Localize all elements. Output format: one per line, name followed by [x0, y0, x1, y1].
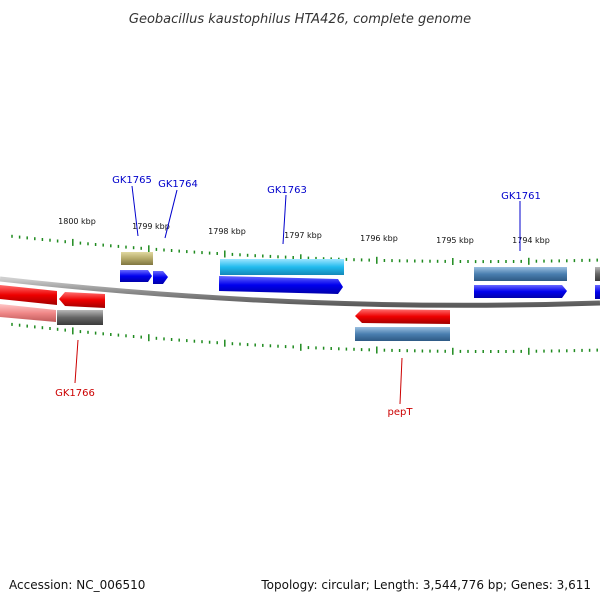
cds-forward-gk1761[interactable]	[474, 285, 567, 298]
label-leaders	[74, 185, 521, 405]
tick-label-1795-kbp: 1795 kbp	[436, 236, 474, 245]
lower-tick-row	[11, 322, 598, 355]
leader-gk1763	[282, 194, 287, 245]
cds-forward-gk1763[interactable]	[219, 276, 343, 294]
leader-gk1764	[164, 189, 178, 239]
tick-label-1799-kbp: 1799 kbp	[132, 222, 170, 231]
genome-backbone	[0, 276, 600, 308]
genome-summary-text: Topology: circular; Length: 3,544,776 bp…	[261, 578, 591, 592]
tick-label-1797-kbp: 1797 kbp	[284, 231, 322, 240]
cds-reverse-left[interactable]	[0, 285, 57, 305]
leader-pept	[399, 357, 403, 405]
gene-label-gk1764[interactable]: GK1764	[158, 179, 198, 190]
tick-label-1798-kbp: 1798 kbp	[208, 227, 246, 236]
map-title: Geobacillus kaustophilus HTA426, complet…	[129, 12, 471, 27]
leader-gk1766	[74, 339, 79, 384]
feature-gray[interactable]	[57, 310, 103, 325]
feature-olive[interactable]	[121, 252, 153, 265]
feature-steelblue-lower[interactable]	[355, 327, 450, 341]
cds-forward-gk1764[interactable]	[153, 271, 168, 284]
cds-reverse-pept[interactable]	[355, 309, 450, 324]
gene-label-gk1763[interactable]: GK1763	[267, 185, 307, 196]
cds-forward-edge[interactable]	[595, 285, 600, 299]
scale-labels: 1800 kbp 1799 kbp 1798 kbp 1797 kbp 1796…	[58, 217, 550, 245]
gene-label-gk1761[interactable]: GK1761	[501, 191, 541, 202]
cds-reverse-gk1766[interactable]	[59, 292, 105, 308]
gene-label-gk1765[interactable]: GK1765	[112, 175, 152, 186]
feature-steelblue-right[interactable]	[474, 267, 567, 281]
tick-label-1800-kbp: 1800 kbp	[58, 217, 96, 226]
upper-tick-row	[11, 234, 598, 265]
tick-label-1796-kbp: 1796 kbp	[360, 234, 398, 243]
accession-text: Accession: NC_006510	[9, 578, 146, 592]
cds-forward-gk1765[interactable]	[120, 270, 152, 282]
leader-gk1765	[131, 185, 139, 237]
gene-label-gk1766[interactable]: GK1766	[55, 388, 95, 399]
feature-pink[interactable]	[0, 304, 56, 322]
gene-label-pept[interactable]: pepT	[388, 407, 414, 418]
feature-cyan[interactable]	[220, 259, 344, 275]
tick-label-1794-kbp: 1794 kbp	[512, 236, 550, 245]
feature-gray-edge[interactable]	[595, 267, 600, 281]
